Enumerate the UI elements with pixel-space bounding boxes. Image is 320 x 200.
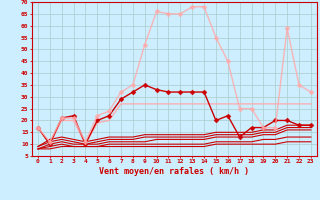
X-axis label: Vent moyen/en rafales ( km/h ): Vent moyen/en rafales ( km/h )	[100, 167, 249, 176]
